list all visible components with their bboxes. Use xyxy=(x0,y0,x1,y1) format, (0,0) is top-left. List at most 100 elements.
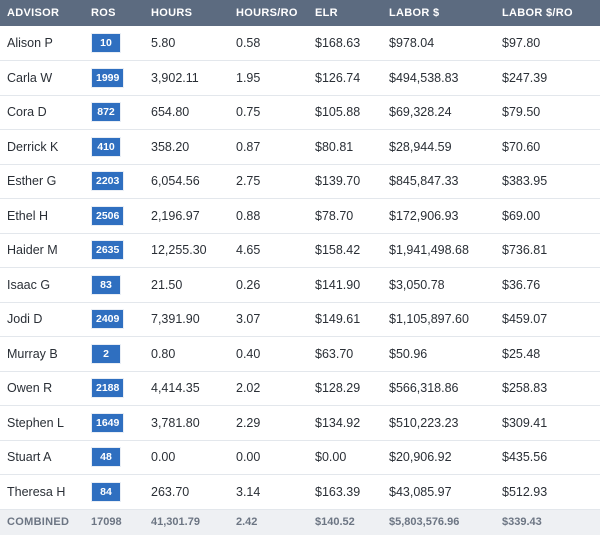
labor-cell: $43,085.97 xyxy=(389,484,452,499)
advisor-name: Carla W xyxy=(7,70,53,85)
ros-badge[interactable]: 84 xyxy=(91,481,121,502)
table-row[interactable]: Esther G 2203 6,054.56 2.75 $139.70 $845,847.… xyxy=(0,164,600,199)
hours-cell: 7,391.90 xyxy=(151,312,200,327)
advisor-name: Derrick K xyxy=(7,139,59,154)
labor-per-ro-cell: $736.81 xyxy=(502,243,548,258)
ros-cell: 48 xyxy=(91,440,151,475)
advisor-name: Theresa H xyxy=(7,484,66,499)
column-header-labor[interactable]: LABOR $ xyxy=(389,7,440,19)
ros-badge[interactable]: 2409 xyxy=(91,309,125,330)
combined-labor-per-ro: $339.43 xyxy=(502,516,542,529)
table-row[interactable]: Alison P 10 5.80 0.58 $168.63 $978.04 $97.80 xyxy=(0,26,600,61)
ros-cell: 1649 xyxy=(91,406,151,441)
ros-badge[interactable]: 2635 xyxy=(91,240,125,261)
elr-cell: $78.70 xyxy=(315,208,354,223)
ros-badge[interactable]: 1999 xyxy=(91,67,125,88)
advisor-name: Alison P xyxy=(7,36,53,50)
ros-badge[interactable]: 83 xyxy=(91,274,121,295)
elr-cell: $0.00 xyxy=(315,450,347,465)
labor-per-ro-cell: $70.60 xyxy=(502,139,541,154)
hours-per-ro-cell: 4.65 xyxy=(236,243,261,258)
column-header-hours[interactable]: HOURS xyxy=(151,7,193,19)
table-row[interactable]: Stephen L 1649 3,781.80 2.29 $134.92 $510,223… xyxy=(0,406,600,441)
labor-cell: $1,105,897.60 xyxy=(389,312,469,327)
advisor-name: Cora D xyxy=(7,105,47,120)
labor-per-ro-cell: $25.48 xyxy=(502,346,541,361)
hours-cell: 0.80 xyxy=(151,346,176,361)
combined-row: COMBINED 17098 41,301.79 2.42 $140.52 $5… xyxy=(0,509,600,535)
column-header-labor-per-ro[interactable]: LABOR $/RO xyxy=(502,7,573,19)
table-row[interactable]: Theresa H 84 263.70 3.14 $163.39 $43,085.97 $5… xyxy=(0,475,600,510)
combined-hours-per-ro: 2.42 xyxy=(236,516,258,529)
ros-badge[interactable]: 2 xyxy=(91,343,121,364)
table-row[interactable]: Jodi D 2409 7,391.90 3.07 $149.61 $1,105,897.… xyxy=(0,302,600,337)
hours-cell: 21.50 xyxy=(151,277,183,292)
labor-per-ro-cell: $309.41 xyxy=(502,415,548,430)
hours-per-ro-cell: 2.75 xyxy=(236,174,261,189)
labor-cell: $566,318.86 xyxy=(389,381,459,396)
table-row[interactable]: Owen R 2188 4,414.35 2.02 $128.29 $566,318.86… xyxy=(0,371,600,406)
hours-per-ro-cell: 0.58 xyxy=(236,36,261,50)
hours-cell: 358.20 xyxy=(151,139,190,154)
ros-badge[interactable]: 2203 xyxy=(91,171,125,192)
table-row[interactable]: Stuart A 48 0.00 0.00 $0.00 $20,906.92 $435.56 xyxy=(0,440,600,475)
column-header-hours-per-ro[interactable]: HOURS/RO xyxy=(236,7,298,19)
table-row[interactable]: Haider M 2635 12,255.30 4.65 $158.42 $1,941,4… xyxy=(0,233,600,268)
ros-badge[interactable]: 10 xyxy=(91,33,121,53)
ros-cell: 2188 xyxy=(91,371,151,406)
hours-per-ro-cell: 0.40 xyxy=(236,346,261,361)
hours-cell: 5.80 xyxy=(151,36,176,50)
table-header: ADVISOR ROS HOURS HOURS/RO ELR LABOR $ L… xyxy=(0,0,600,26)
hours-per-ro-cell: 0.00 xyxy=(236,450,261,465)
column-header-elr[interactable]: ELR xyxy=(315,7,338,19)
column-header-ros[interactable]: ROS xyxy=(91,7,116,19)
labor-per-ro-cell: $79.50 xyxy=(502,105,541,120)
table-row[interactable]: Carla W 1999 3,902.11 1.95 $126.74 $494,538.8… xyxy=(0,61,600,95)
ros-badge[interactable]: 1649 xyxy=(91,412,125,433)
ros-badge[interactable]: 872 xyxy=(91,102,121,123)
hours-cell: 0.00 xyxy=(151,450,176,465)
hours-per-ro-cell: 3.14 xyxy=(236,484,261,499)
combined-label: COMBINED xyxy=(7,516,70,529)
ros-badge[interactable]: 2188 xyxy=(91,378,125,399)
table-row[interactable]: Murray B 2 0.80 0.40 $63.70 $50.96 $25.48 xyxy=(0,337,600,372)
labor-per-ro-cell: $512.93 xyxy=(502,484,548,499)
column-header-advisor[interactable]: ADVISOR xyxy=(7,7,60,19)
table-row[interactable]: Derrick K 410 358.20 0.87 $80.81 $28,944.59 $7… xyxy=(0,130,600,164)
combined-labor: $5,803,576.96 xyxy=(389,516,460,529)
hours-per-ro-cell: 2.29 xyxy=(236,415,261,430)
labor-per-ro-cell: $459.07 xyxy=(502,312,548,327)
combined-elr: $140.52 xyxy=(315,516,355,529)
elr-cell: $128.29 xyxy=(315,381,361,396)
labor-per-ro-cell: $258.83 xyxy=(502,381,548,396)
elr-cell: $63.70 xyxy=(315,346,354,361)
ros-cell: 2 xyxy=(91,337,151,372)
labor-cell: $69,328.24 xyxy=(389,105,452,120)
table-row[interactable]: Cora D 872 654.80 0.75 $105.88 $69,328.24 $79.… xyxy=(0,95,600,130)
advisor-name: Murray B xyxy=(7,346,58,361)
ros-cell: 10 xyxy=(91,26,151,61)
ros-badge[interactable]: 410 xyxy=(91,136,121,157)
hours-cell: 3,902.11 xyxy=(151,70,199,85)
hours-cell: 654.80 xyxy=(151,105,190,120)
labor-cell: $1,941,498.68 xyxy=(389,243,469,258)
advisor-name: Jodi D xyxy=(7,312,43,327)
elr-cell: $141.90 xyxy=(315,277,361,292)
ros-badge[interactable]: 2506 xyxy=(91,205,125,226)
labor-per-ro-cell: $435.56 xyxy=(502,450,548,465)
combined-hours: 41,301.79 xyxy=(151,516,200,529)
ros-badge[interactable]: 48 xyxy=(91,447,121,468)
hours-per-ro-cell: 1.95 xyxy=(236,70,261,85)
table-row[interactable]: Isaac G 83 21.50 0.26 $141.90 $3,050.78 $36.76 xyxy=(0,268,600,302)
table-footer: COMBINED 17098 41,301.79 2.42 $140.52 $5… xyxy=(0,509,600,535)
hours-per-ro-cell: 0.75 xyxy=(236,105,261,120)
hours-cell: 12,255.30 xyxy=(151,243,207,258)
combined-ros: 17098 xyxy=(91,516,122,529)
elr-cell: $105.88 xyxy=(315,105,361,120)
advisor-name: Ethel H xyxy=(7,208,48,223)
elr-cell: $158.42 xyxy=(315,243,361,258)
table-row[interactable]: Ethel H 2506 2,196.97 0.88 $78.70 $172,906.93… xyxy=(0,199,600,233)
hours-cell: 3,781.80 xyxy=(151,415,200,430)
ros-cell: 84 xyxy=(91,475,151,510)
advisor-name: Esther G xyxy=(7,174,57,189)
